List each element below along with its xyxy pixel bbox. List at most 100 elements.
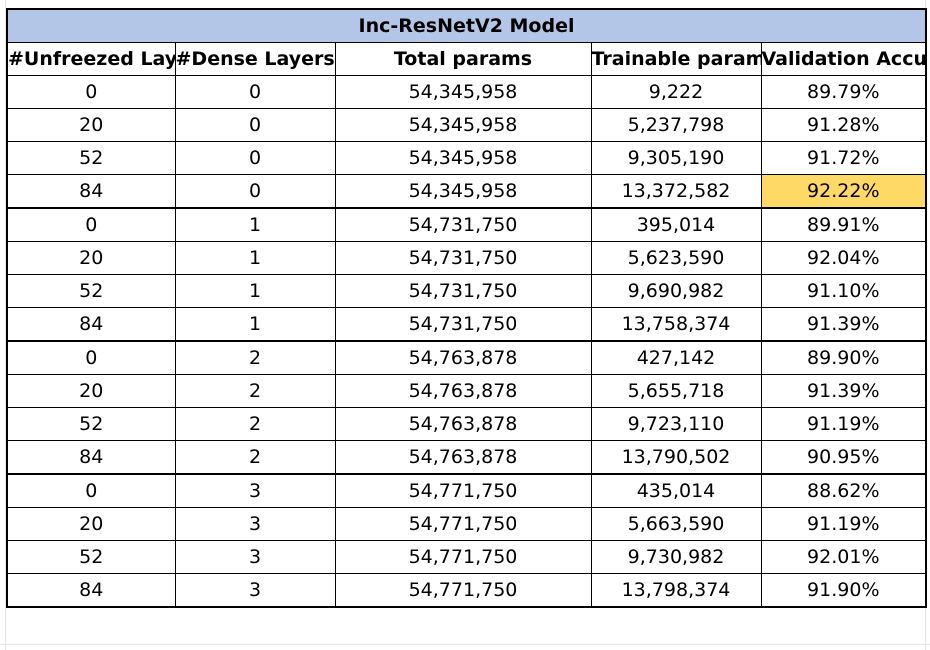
cell-unfreezed-layers[interactable]: 0 bbox=[6, 75, 176, 109]
cell-dense-layers[interactable]: 0 bbox=[174, 108, 336, 142]
cell-validation-accuracy[interactable]: 91.19% bbox=[760, 407, 928, 441]
header-dense-layers[interactable]: #Dense Layers bbox=[174, 42, 336, 76]
cell-validation-accuracy[interactable]: 91.90% bbox=[760, 573, 928, 608]
cell-trainable-params[interactable]: 5,623,590 bbox=[590, 241, 762, 275]
cell-total-params[interactable]: 54,345,958 bbox=[334, 174, 592, 209]
cell-unfreezed-layers[interactable]: 0 bbox=[6, 340, 176, 375]
cell-validation-accuracy[interactable]: 89.79% bbox=[760, 75, 928, 109]
cell-trainable-params[interactable]: 395,014 bbox=[590, 207, 762, 242]
cell-trainable-params[interactable]: 9,222 bbox=[590, 75, 762, 109]
cell-unfreezed-layers[interactable]: 84 bbox=[6, 307, 176, 342]
cell-dense-layers[interactable]: 1 bbox=[174, 307, 336, 342]
cell-validation-accuracy[interactable]: 91.19% bbox=[760, 507, 928, 541]
cell-trainable-params[interactable]: 13,372,582 bbox=[590, 174, 762, 209]
table-row: 52 0 54,345,958 9,305,190 91.72% bbox=[6, 141, 928, 175]
cell-trainable-params[interactable]: 13,790,502 bbox=[590, 440, 762, 475]
cell-dense-layers[interactable]: 0 bbox=[174, 75, 336, 109]
table-row: 84 3 54,771,750 13,798,374 91.90% bbox=[6, 573, 928, 608]
cell-dense-layers[interactable]: 0 bbox=[174, 174, 336, 209]
cell-validation-accuracy[interactable]: 92.22% bbox=[760, 174, 928, 209]
table-row: 84 2 54,763,878 13,790,502 90.95% bbox=[6, 440, 928, 475]
cell-unfreezed-layers[interactable]: 52 bbox=[6, 141, 176, 175]
table-row: 84 0 54,345,958 13,372,582 92.22% bbox=[6, 174, 928, 209]
cell-unfreezed-layers[interactable]: 84 bbox=[6, 573, 176, 608]
cell-trainable-params[interactable]: 5,655,718 bbox=[590, 374, 762, 408]
cell-total-params[interactable]: 54,731,750 bbox=[334, 241, 592, 275]
cell-trainable-params[interactable]: 13,798,374 bbox=[590, 573, 762, 608]
cell-validation-accuracy[interactable]: 92.04% bbox=[760, 241, 928, 275]
cell-trainable-params[interactable]: 5,663,590 bbox=[590, 507, 762, 541]
table-row: 52 2 54,763,878 9,723,110 91.19% bbox=[6, 407, 928, 441]
cell-dense-layers[interactable]: 2 bbox=[174, 440, 336, 475]
table-header: Inc-ResNetV2 Model #Unfreezed Layers #De… bbox=[5, 8, 928, 76]
cell-unfreezed-layers[interactable]: 0 bbox=[6, 473, 176, 508]
cell-dense-layers[interactable]: 1 bbox=[174, 207, 336, 242]
header-validation-accuracy[interactable]: Validation Accuracy bbox=[760, 42, 928, 76]
cell-dense-layers[interactable]: 3 bbox=[174, 473, 336, 508]
cell-trainable-params[interactable]: 9,690,982 bbox=[590, 274, 762, 308]
cell-dense-layers[interactable]: 1 bbox=[174, 274, 336, 308]
cell-validation-accuracy[interactable]: 91.39% bbox=[760, 374, 928, 408]
cell-trainable-params[interactable]: 435,014 bbox=[590, 473, 762, 508]
cell-total-params[interactable]: 54,771,750 bbox=[334, 540, 592, 574]
cell-total-params[interactable]: 54,763,878 bbox=[334, 440, 592, 475]
cell-total-params[interactable]: 54,731,750 bbox=[334, 307, 592, 342]
cell-total-params[interactable]: 54,345,958 bbox=[334, 75, 592, 109]
header-trainable-params[interactable]: Trainable params bbox=[590, 42, 762, 76]
cell-dense-layers[interactable]: 2 bbox=[174, 340, 336, 375]
cell-total-params[interactable]: 54,763,878 bbox=[334, 340, 592, 375]
cell-total-params[interactable]: 54,763,878 bbox=[334, 407, 592, 441]
cell-trainable-params[interactable]: 9,730,982 bbox=[590, 540, 762, 574]
table-row: 20 3 54,771,750 5,663,590 91.19% bbox=[6, 507, 928, 541]
cell-dense-layers[interactable]: 1 bbox=[174, 241, 336, 275]
cell-dense-layers[interactable]: 2 bbox=[174, 374, 336, 408]
cell-validation-accuracy[interactable]: 88.62% bbox=[760, 473, 928, 508]
cell-unfreezed-layers[interactable]: 0 bbox=[6, 207, 176, 242]
cell-dense-layers[interactable]: 3 bbox=[174, 573, 336, 608]
cell-unfreezed-layers[interactable]: 84 bbox=[6, 440, 176, 475]
cell-unfreezed-layers[interactable]: 52 bbox=[6, 540, 176, 574]
cell-trainable-params[interactable]: 9,723,110 bbox=[590, 407, 762, 441]
cell-validation-accuracy[interactable]: 91.10% bbox=[760, 274, 928, 308]
cell-unfreezed-layers[interactable]: 20 bbox=[6, 507, 176, 541]
cell-dense-layers[interactable]: 2 bbox=[174, 407, 336, 441]
cell-total-params[interactable]: 54,731,750 bbox=[334, 207, 592, 242]
results-table: Inc-ResNetV2 Model #Unfreezed Layers #De… bbox=[5, 8, 928, 608]
cell-total-params[interactable]: 54,731,750 bbox=[334, 274, 592, 308]
cell-dense-layers[interactable]: 3 bbox=[174, 507, 336, 541]
sheet-gridline bbox=[0, 644, 930, 645]
cell-total-params[interactable]: 54,345,958 bbox=[334, 108, 592, 142]
cell-validation-accuracy[interactable]: 91.39% bbox=[760, 307, 928, 342]
table-row: 52 3 54,771,750 9,730,982 92.01% bbox=[6, 540, 928, 574]
cell-validation-accuracy[interactable]: 91.72% bbox=[760, 141, 928, 175]
cell-dense-layers[interactable]: 0 bbox=[174, 141, 336, 175]
cell-total-params[interactable]: 54,771,750 bbox=[334, 473, 592, 508]
cell-validation-accuracy[interactable]: 92.01% bbox=[760, 540, 928, 574]
cell-unfreezed-layers[interactable]: 52 bbox=[6, 274, 176, 308]
cell-trainable-params[interactable]: 5,237,798 bbox=[590, 108, 762, 142]
cell-unfreezed-layers[interactable]: 20 bbox=[6, 108, 176, 142]
cell-unfreezed-layers[interactable]: 52 bbox=[6, 407, 176, 441]
cell-validation-accuracy[interactable]: 91.28% bbox=[760, 108, 928, 142]
cell-trainable-params[interactable]: 427,142 bbox=[590, 340, 762, 375]
table-title[interactable]: Inc-ResNetV2 Model bbox=[5, 8, 928, 43]
cell-validation-accuracy[interactable]: 90.95% bbox=[760, 440, 928, 475]
cell-dense-layers[interactable]: 3 bbox=[174, 540, 336, 574]
table-row: 0 1 54,731,750 395,014 89.91% bbox=[6, 207, 928, 242]
cell-total-params[interactable]: 54,345,958 bbox=[334, 141, 592, 175]
cell-validation-accuracy[interactable]: 89.90% bbox=[760, 340, 928, 375]
cell-unfreezed-layers[interactable]: 84 bbox=[6, 174, 176, 209]
cell-validation-accuracy[interactable]: 89.91% bbox=[760, 207, 928, 242]
cell-trainable-params[interactable]: 13,758,374 bbox=[590, 307, 762, 342]
cell-unfreezed-layers[interactable]: 20 bbox=[6, 241, 176, 275]
table-row: 0 0 54,345,958 9,222 89.79% bbox=[6, 75, 928, 109]
header-unfreezed-layers[interactable]: #Unfreezed Layers bbox=[6, 42, 176, 76]
cell-total-params[interactable]: 54,771,750 bbox=[334, 573, 592, 608]
cell-total-params[interactable]: 54,763,878 bbox=[334, 374, 592, 408]
header-total-params[interactable]: Total params bbox=[334, 42, 592, 76]
header-row: #Unfreezed Layers #Dense Layers Total pa… bbox=[6, 42, 928, 76]
cell-trainable-params[interactable]: 9,305,190 bbox=[590, 141, 762, 175]
cell-total-params[interactable]: 54,771,750 bbox=[334, 507, 592, 541]
cell-unfreezed-layers[interactable]: 20 bbox=[6, 374, 176, 408]
